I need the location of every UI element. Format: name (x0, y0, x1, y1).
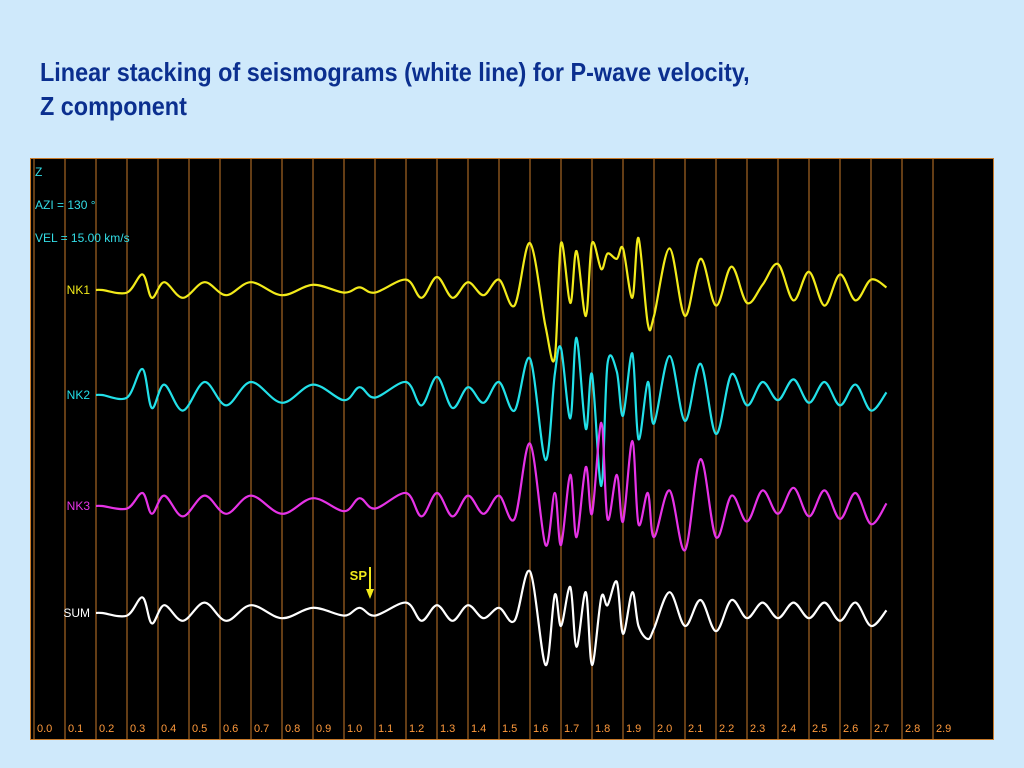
x-tick-label-1.4: 1.4 (471, 723, 486, 735)
x-tick-labels: 0.0 0.1 0.2 0.3 0.4 0.5 0.6 0.7 0.8 0.9 1.0 1.1 1.2 1… (37, 723, 951, 735)
seismogram-plot: Z AZI = 130 ° VEL = 15.00 km/s NK1 NK2 NK3 SU… (30, 158, 994, 740)
sp-label: SP (350, 568, 368, 583)
x-tick-label-2.2: 2.2 (719, 723, 734, 735)
x-tick-label-1.6: 1.6 (533, 723, 548, 735)
x-tick-label-0.2: 0.2 (99, 723, 114, 735)
trace-labels: NK1 NK2 NK3 SUM (63, 283, 90, 620)
trace-label-nk1: NK1 (67, 283, 91, 297)
trace-label-sum: SUM (63, 606, 90, 620)
trace-label-nk3: NK3 (67, 499, 91, 513)
x-tick-label-0.5: 0.5 (192, 723, 207, 735)
x-tick-label-0.3: 0.3 (130, 723, 145, 735)
info-line-3: VEL = 15.00 km/s (35, 231, 130, 245)
x-tick-label-2.5: 2.5 (812, 723, 827, 735)
slide-title: Linear stacking of seismograms (white li… (40, 55, 750, 123)
x-tick-label-0.9: 0.9 (316, 723, 331, 735)
seismogram-traces (95, 236, 888, 667)
x-tick-label-2.6: 2.6 (843, 723, 858, 735)
x-tick-label-0.4: 0.4 (161, 723, 176, 735)
x-tick-label-2.4: 2.4 (781, 723, 796, 735)
gridlines (33, 158, 934, 740)
sp-arrow-head (366, 589, 374, 599)
x-tick-label-2.9: 2.9 (936, 723, 951, 735)
info-line-2: AZI = 130 ° (35, 198, 96, 212)
x-tick-label-0.1: 0.1 (68, 723, 83, 735)
x-tick-label-2.7: 2.7 (874, 723, 889, 735)
x-tick-label-1.7: 1.7 (564, 723, 579, 735)
trace-nk3 (95, 421, 888, 552)
x-tick-label-1.0: 1.0 (347, 723, 362, 735)
x-tick-label-2.3: 2.3 (750, 723, 765, 735)
x-tick-label-1.8: 1.8 (595, 723, 610, 735)
x-tick-label-1.3: 1.3 (440, 723, 455, 735)
x-tick-label-2.8: 2.8 (905, 723, 920, 735)
slide-title-line-2: Z component (40, 91, 187, 121)
trace-nk1 (95, 236, 888, 363)
trace-label-nk2: NK2 (67, 388, 91, 402)
x-tick-label-0.8: 0.8 (285, 723, 300, 735)
x-tick-label-1.1: 1.1 (378, 723, 393, 735)
info-block: Z AZI = 130 ° VEL = 15.00 km/s (35, 165, 130, 245)
x-tick-label-0.0: 0.0 (37, 723, 52, 735)
x-tick-label-2.0: 2.0 (657, 723, 672, 735)
x-tick-label-2.1: 2.1 (688, 723, 703, 735)
sp-marker: SP (350, 567, 374, 599)
x-tick-label-1.9: 1.9 (626, 723, 641, 735)
x-tick-label-0.6: 0.6 (223, 723, 238, 735)
info-line-1: Z (35, 165, 42, 179)
trace-sum (95, 569, 888, 667)
x-tick-label-0.7: 0.7 (254, 723, 269, 735)
slide-title-line-1: Linear stacking of seismograms (white li… (40, 57, 750, 87)
plot-background (30, 158, 994, 740)
x-tick-label-1.5: 1.5 (502, 723, 517, 735)
x-tick-label-1.2: 1.2 (409, 723, 424, 735)
trace-nk2 (95, 336, 888, 488)
